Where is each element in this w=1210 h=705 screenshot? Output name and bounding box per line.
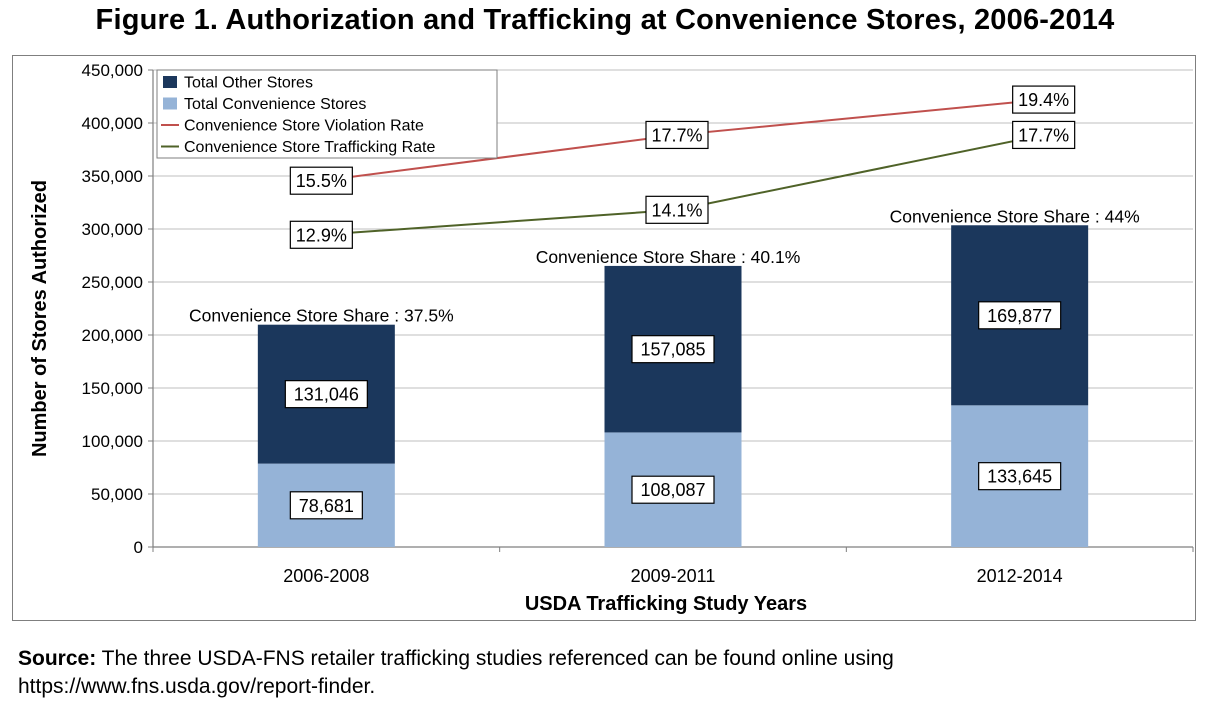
rate-label-box xyxy=(1012,85,1076,114)
share-annotation: Convenience Store Share : 44% xyxy=(890,206,1140,226)
source-text: The three USDA-FNS retailer trafficking … xyxy=(18,647,894,698)
chart: 0 50,000 100,000 150,000 200,000 250,000 300,0… xyxy=(29,61,1194,615)
x-tick-label: 2012-2014 xyxy=(977,566,1063,586)
y-tick-label: 450,000 xyxy=(82,61,143,80)
legend-swatch xyxy=(163,76,177,88)
data-label-other-box xyxy=(631,335,715,364)
legend-label: Convenience Store Violation Rate xyxy=(184,118,424,135)
data-label-convenience: 133,645 xyxy=(987,467,1052,487)
y-tick-label: 350,000 xyxy=(82,167,143,186)
rate-label: 17.7% xyxy=(651,125,702,145)
rate-label-box xyxy=(1012,120,1076,150)
data-label-other: 157,085 xyxy=(640,340,705,360)
y-axis-title: Number of Stores Authorized xyxy=(29,180,51,457)
rate-label: 15.5% xyxy=(296,171,347,191)
rate-label-box xyxy=(289,220,353,249)
rate-label-box xyxy=(289,166,353,195)
x-tick-label: 2009-2011 xyxy=(631,566,716,586)
rate-label: 14.1% xyxy=(651,200,702,220)
x-tick-label: 2006-2008 xyxy=(283,566,369,586)
y-tick-label: 200,000 xyxy=(82,326,143,345)
legend-box xyxy=(156,69,498,159)
data-label-other: 169,877 xyxy=(987,306,1052,326)
data-label-other-box xyxy=(978,301,1062,330)
y-tick-label: 250,000 xyxy=(82,273,143,292)
data-label-convenience: 108,087 xyxy=(640,480,705,500)
data-label-convenience: 78,681 xyxy=(299,496,354,516)
y-tick-label: 300,000 xyxy=(82,220,143,239)
data-label-convenience-box xyxy=(978,462,1062,491)
source-label: Source: xyxy=(18,647,97,670)
data-label-convenience-box xyxy=(289,491,363,520)
rate-label: 17.7% xyxy=(1018,125,1069,145)
legend-label: Total Convenience Stores xyxy=(184,96,366,113)
rate-label: 19.4% xyxy=(1018,90,1069,110)
figure-title: Figure 1. Authorization and Trafficking … xyxy=(95,4,1115,36)
data-label-other-box xyxy=(284,380,368,409)
data-label-convenience-box xyxy=(631,475,715,504)
y-tick-label: 100,000 xyxy=(82,432,143,451)
share-annotation: Convenience Store Share : 37.5% xyxy=(189,306,454,326)
y-tick-label: 400,000 xyxy=(82,114,143,133)
rate-label: 12.9% xyxy=(296,225,347,245)
source-note: Source: The three USDA-FNS retailer traf… xyxy=(18,645,1198,701)
rate-label-box xyxy=(645,120,709,150)
legend-label: Total Other Stores xyxy=(184,75,313,92)
legend-swatch xyxy=(163,97,177,110)
y-tick-label: 150,000 xyxy=(82,379,143,398)
y-tick-label: 50,000 xyxy=(91,485,143,504)
y-tick-label: 0 xyxy=(134,538,143,557)
share-annotation: Convenience Store Share : 40.1% xyxy=(536,247,801,267)
data-label-other: 131,046 xyxy=(294,385,359,405)
rate-label-box xyxy=(645,195,709,224)
legend-label: Convenience Store Trafficking Rate xyxy=(184,139,436,156)
x-axis-title: USDA Trafficking Study Years xyxy=(525,593,807,615)
chart-frame: 0 50,000 100,000 150,000 200,000 250,000 300,0… xyxy=(12,55,1196,621)
